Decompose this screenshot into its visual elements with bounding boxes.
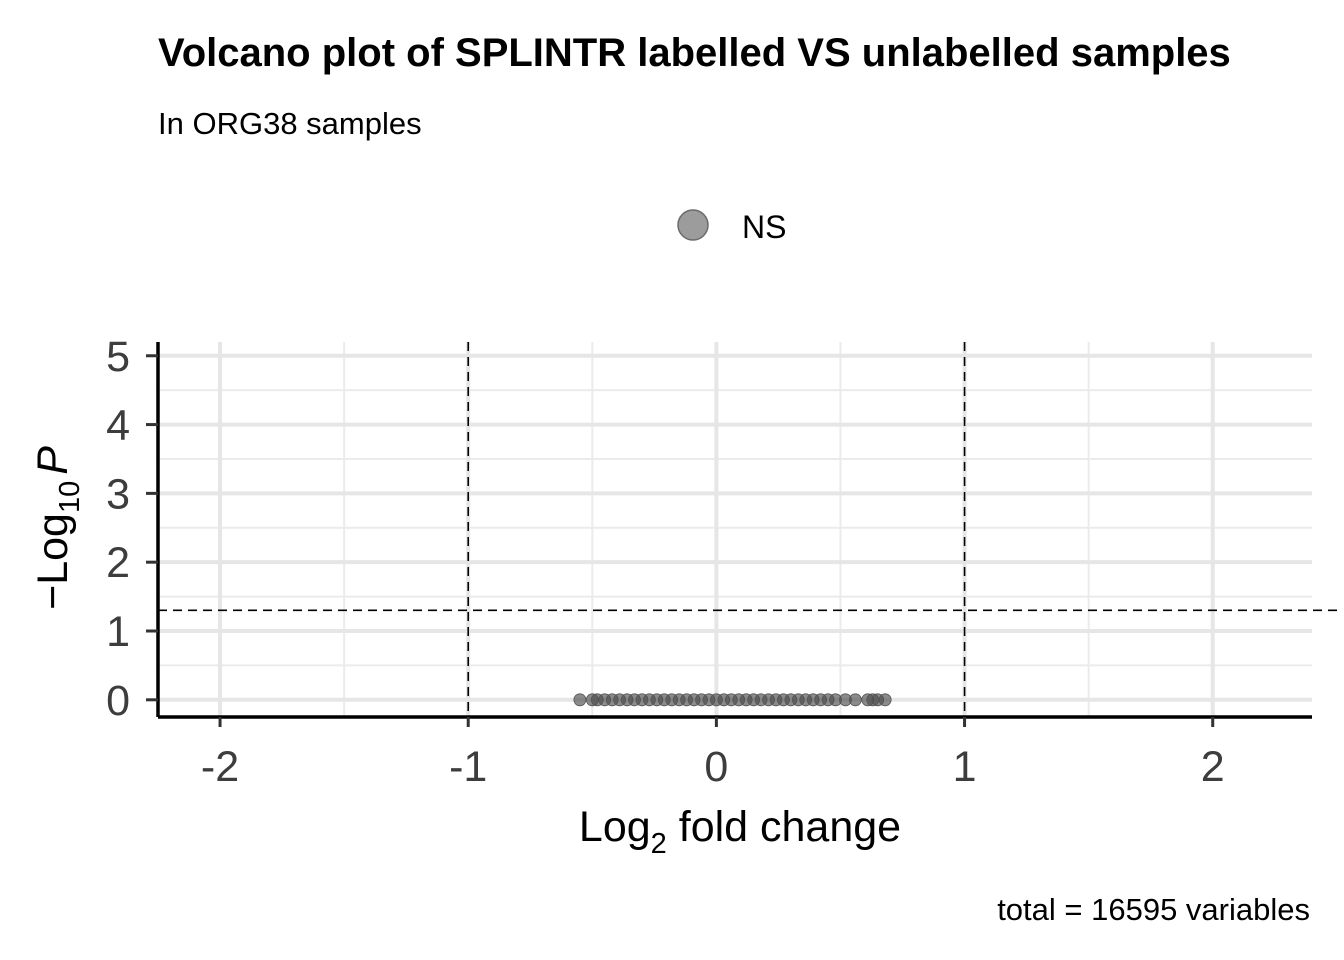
x-tick-label: -1: [449, 743, 487, 791]
x-tick-label: -2: [201, 743, 239, 791]
x-tick-label: 2: [1201, 743, 1225, 791]
caption: total = 16595 variables: [997, 892, 1310, 927]
cutoff-lines: [158, 342, 1342, 717]
x-axis-label: Log2 fold change: [579, 803, 901, 860]
data-points: [573, 693, 892, 707]
y-tick-label: 0: [106, 677, 130, 725]
legend: NS: [677, 209, 786, 245]
legend-label-ns: NS: [742, 209, 786, 245]
data-point: [573, 693, 587, 707]
y-tick-label: 4: [106, 402, 130, 450]
x-tick-label: 1: [953, 743, 977, 791]
tick-labels: -2 -1 0 1 2 0 1 2 3 4 5: [106, 333, 1225, 791]
y-axis-label: −Log10P: [29, 446, 86, 610]
axes: [146, 342, 1312, 727]
y-tick-label: 1: [106, 608, 130, 656]
y-tick-label: 5: [106, 333, 130, 381]
data-point: [878, 693, 892, 707]
legend-key-ns: [677, 209, 709, 241]
grid: [158, 342, 1312, 717]
y-tick-label: 2: [106, 539, 130, 587]
data-point: [848, 693, 862, 707]
x-tick-label: 0: [704, 743, 728, 791]
chart-title: Volcano plot of SPLINTR labelled VS unla…: [158, 31, 1231, 75]
y-tick-label: 3: [106, 470, 130, 518]
chart-subtitle: In ORG38 samples: [158, 106, 422, 141]
